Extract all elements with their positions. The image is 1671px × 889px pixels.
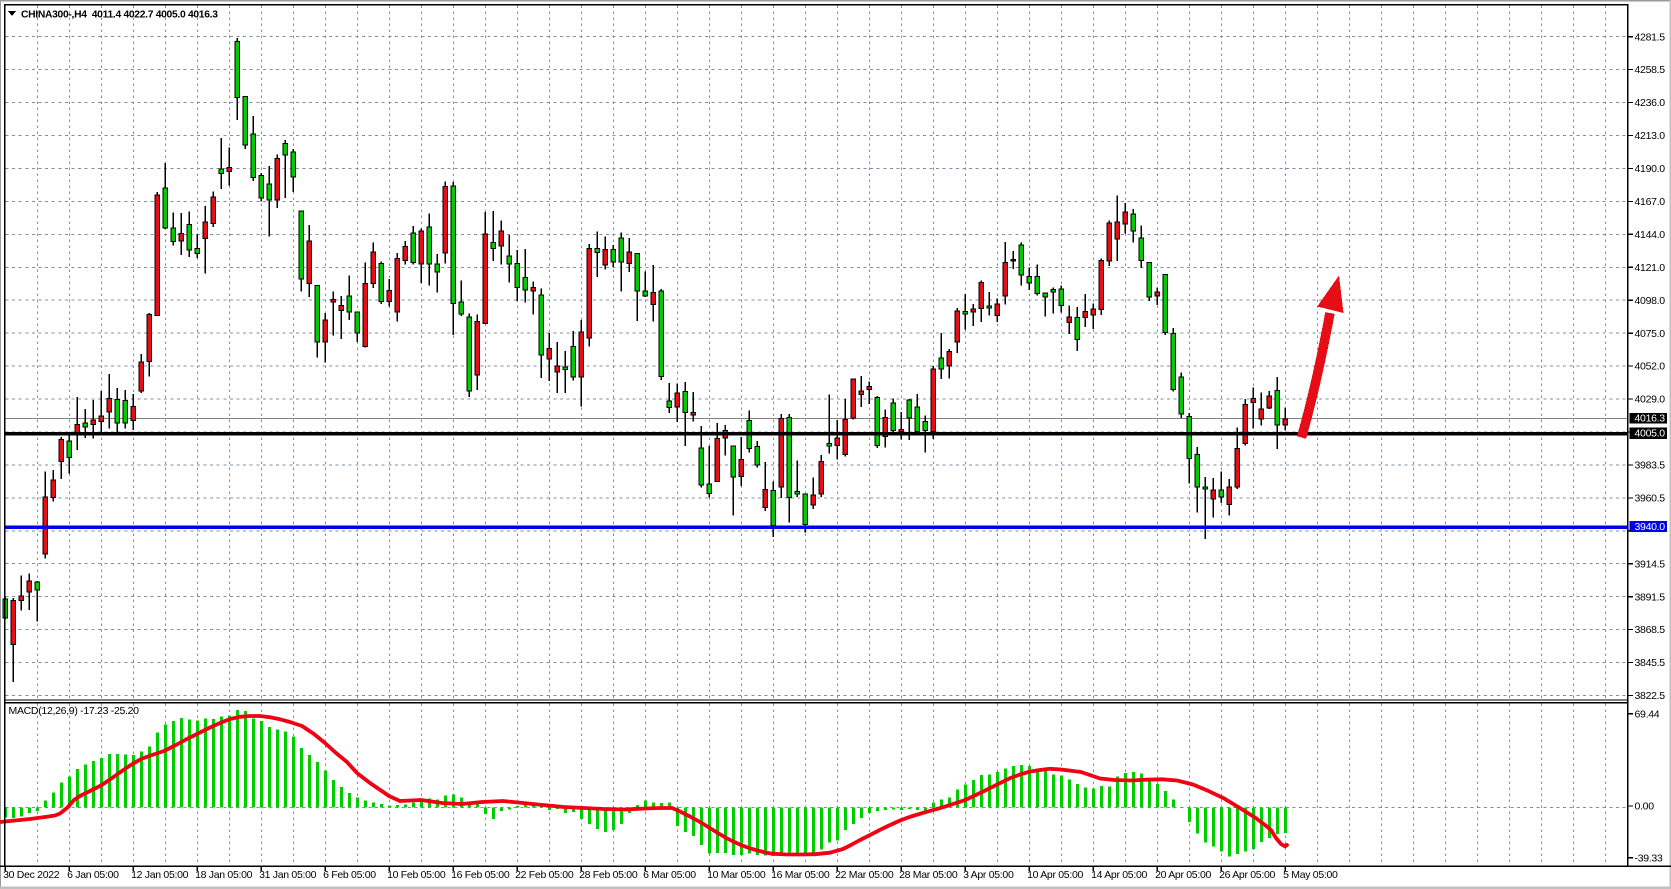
svg-text:3868.5: 3868.5 (1635, 624, 1666, 636)
svg-text:3940.0: 3940.0 (1635, 521, 1666, 533)
svg-text:30 Dec 2022: 30 Dec 2022 (3, 869, 60, 881)
svg-text:16 Feb 05:00: 16 Feb 05:00 (451, 869, 510, 881)
svg-text:4236.0: 4236.0 (1635, 97, 1666, 109)
svg-text:4121.0: 4121.0 (1635, 262, 1666, 274)
svg-text:3914.5: 3914.5 (1635, 558, 1666, 570)
svg-text:3960.5: 3960.5 (1635, 493, 1666, 505)
svg-text:4281.5: 4281.5 (1635, 31, 1666, 43)
svg-text:3891.5: 3891.5 (1635, 591, 1666, 603)
svg-text:0.00: 0.00 (1635, 801, 1655, 813)
svg-text:4213.0: 4213.0 (1635, 130, 1666, 142)
svg-text:14 Apr 05:00: 14 Apr 05:00 (1091, 869, 1147, 881)
svg-text:22 Feb 05:00: 22 Feb 05:00 (515, 869, 574, 881)
svg-text:CHINA300-,H4 4011.4 4022.7 40: CHINA300-,H4 4011.4 4022.7 4005.0 4016.3 (21, 10, 218, 21)
svg-text:6 Mar 05:00: 6 Mar 05:00 (643, 869, 696, 881)
svg-text:6 Feb 05:00: 6 Feb 05:00 (323, 869, 376, 881)
svg-text:28 Feb 05:00: 28 Feb 05:00 (579, 869, 638, 881)
svg-text:10 Apr 05:00: 10 Apr 05:00 (1027, 869, 1083, 881)
svg-text:3822.5: 3822.5 (1635, 690, 1666, 702)
svg-text:31 Jan 05:00: 31 Jan 05:00 (259, 869, 317, 881)
svg-text:10 Feb 05:00: 10 Feb 05:00 (387, 869, 446, 881)
svg-text:20 Apr 05:00: 20 Apr 05:00 (1155, 869, 1211, 881)
svg-text:MACD(12,26,9) -17.23 -25.20: MACD(12,26,9) -17.23 -25.20 (9, 705, 140, 717)
svg-text:4098.0: 4098.0 (1635, 295, 1666, 307)
svg-text:3 Apr 05:00: 3 Apr 05:00 (963, 869, 1014, 881)
svg-text:26 Apr 05:00: 26 Apr 05:00 (1219, 869, 1275, 881)
svg-text:4144.0: 4144.0 (1635, 229, 1666, 241)
svg-text:10 Mar 05:00: 10 Mar 05:00 (707, 869, 766, 881)
svg-text:4029.0: 4029.0 (1635, 394, 1666, 406)
svg-text:16 Mar 05:00: 16 Mar 05:00 (771, 869, 830, 881)
svg-text:-39.33: -39.33 (1635, 852, 1663, 864)
svg-text:6 Jan 05:00: 6 Jan 05:00 (67, 869, 119, 881)
svg-text:4075.0: 4075.0 (1635, 328, 1666, 340)
svg-text:4190.0: 4190.0 (1635, 163, 1666, 175)
svg-text:5 May 05:00: 5 May 05:00 (1283, 869, 1338, 881)
svg-text:4258.5: 4258.5 (1635, 64, 1666, 76)
svg-text:18 Jan 05:00: 18 Jan 05:00 (195, 869, 253, 881)
svg-text:4167.0: 4167.0 (1635, 196, 1666, 208)
svg-text:4016.3: 4016.3 (1635, 413, 1666, 425)
svg-text:28 Mar 05:00: 28 Mar 05:00 (899, 869, 958, 881)
svg-text:4005.0: 4005.0 (1635, 428, 1666, 440)
svg-text:3845.5: 3845.5 (1635, 657, 1666, 669)
svg-text:4052.0: 4052.0 (1635, 361, 1666, 373)
svg-text:12 Jan 05:00: 12 Jan 05:00 (131, 869, 189, 881)
svg-text:69.44: 69.44 (1635, 708, 1660, 720)
svg-text:22 Mar 05:00: 22 Mar 05:00 (835, 869, 894, 881)
svg-text:3983.5: 3983.5 (1635, 460, 1666, 472)
